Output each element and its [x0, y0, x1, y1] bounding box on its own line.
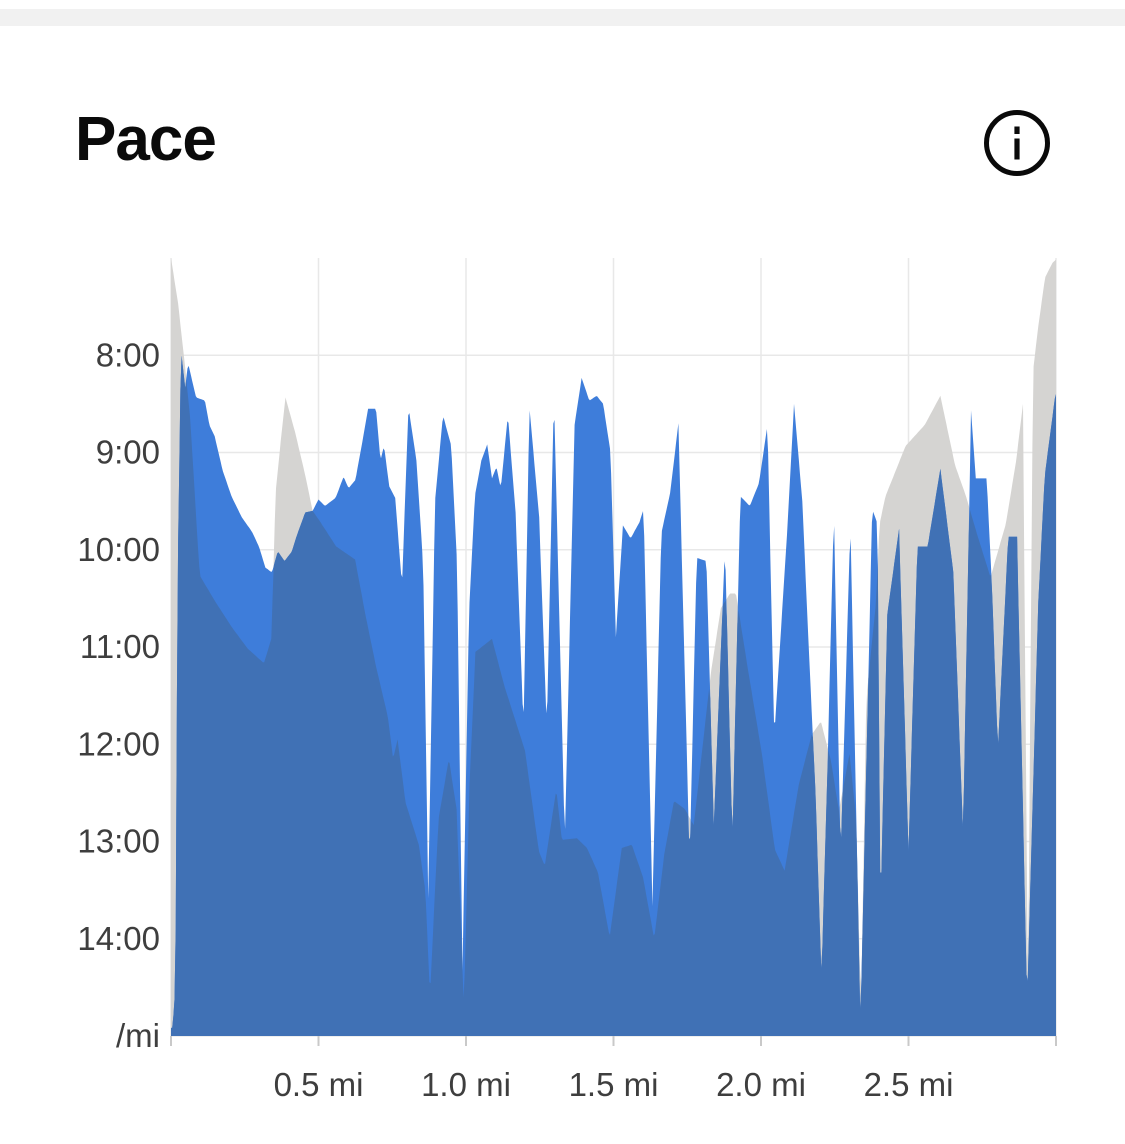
x-tick-label: 2.0 mi [716, 1066, 806, 1103]
y-tick-label: 10:00 [77, 531, 160, 568]
info-icon [984, 110, 1050, 176]
pace-chart: 8:00 9:00 10:00 11:00 12:00 13:00 14:00/mi 0.5 … [0, 250, 1125, 1139]
x-tick-label: 1.5 mi [569, 1066, 659, 1103]
y-tick-label: 9:00 [96, 434, 160, 471]
x-tick-label: 0.5 mi [274, 1066, 364, 1103]
status-top-band [0, 9, 1125, 26]
x-tick-label: 1.0 mi [421, 1066, 511, 1103]
y-tick-label: 14:00 [77, 920, 160, 957]
y-tick-label: 12:00 [77, 725, 160, 762]
y-tick-label: 11:00 [80, 628, 160, 665]
y-tick-label: 8:00 [96, 336, 160, 373]
y-axis-unit-label: /mi [116, 1017, 160, 1054]
overlap-area [171, 355, 1056, 1036]
y-tick-label: 13:00 [77, 823, 160, 860]
info-button[interactable] [983, 109, 1051, 177]
pace-chart-svg: 8:00 9:00 10:00 11:00 12:00 13:00 14:00/mi 0.5 … [77, 258, 1057, 1103]
x-tick-label: 2.5 mi [864, 1066, 954, 1103]
page-title: Pace [75, 105, 217, 174]
